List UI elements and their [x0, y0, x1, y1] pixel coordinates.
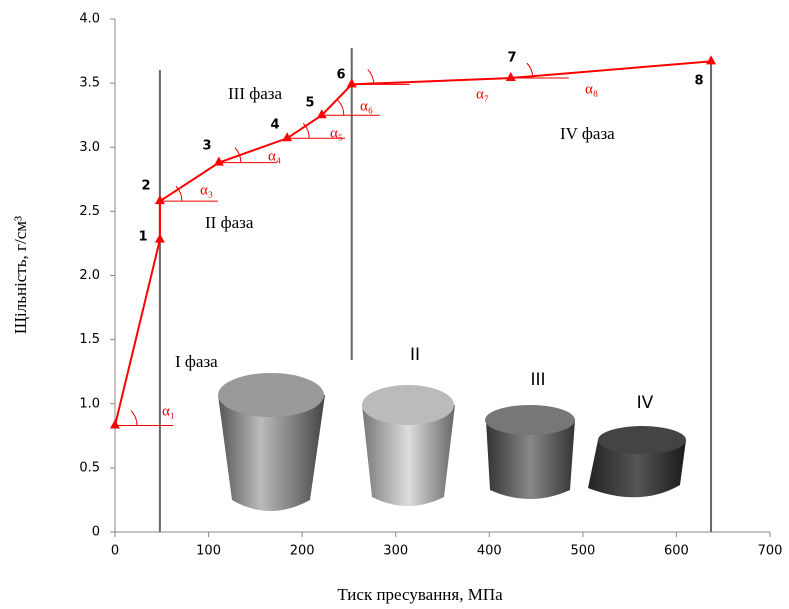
y-tick-label: 1.0	[79, 396, 100, 411]
y-tick-label: 4.0	[79, 12, 100, 27]
y-tick-label: 0	[92, 525, 100, 540]
data-point	[706, 55, 716, 64]
x-tick-label: 0	[111, 544, 119, 559]
phase-label: I фаза	[175, 352, 218, 371]
phase-label: II фаза	[205, 213, 254, 232]
point-label: 4	[270, 118, 279, 133]
phase-label: IV фаза	[560, 124, 615, 143]
angle-label: α₃	[200, 182, 213, 198]
angle-label: α₁	[162, 403, 175, 419]
x-tick-label: 600	[664, 544, 689, 559]
x-tick-label: 200	[290, 544, 315, 559]
x-tick-label: 700	[758, 544, 783, 559]
angle-arc	[338, 100, 344, 115]
x-tick-label: 300	[383, 544, 408, 559]
y-tick-label: 3.5	[79, 76, 100, 91]
pellet-photos	[218, 373, 686, 511]
data-point	[155, 234, 165, 243]
y-tick-label: 3.0	[79, 140, 100, 155]
data-point	[110, 420, 120, 429]
data-point	[506, 72, 516, 81]
x-tick-label: 500	[570, 544, 595, 559]
phase-label: III фаза	[228, 84, 283, 103]
x-axis-title: Тиск пресування, МПа	[337, 585, 503, 604]
point-label: 8	[694, 74, 703, 89]
point-label: 7	[507, 51, 516, 66]
point-label: 3	[202, 139, 211, 154]
y-tick-label: 1.5	[79, 332, 100, 347]
y-tick-label: 2.0	[79, 268, 100, 283]
data-point	[347, 78, 357, 87]
angle-label: α₅	[330, 125, 343, 141]
angle-label: α₈	[585, 81, 598, 97]
y-tick-label: 0.5	[79, 460, 100, 475]
photo-label: IV	[637, 393, 654, 413]
point-label: 5	[305, 96, 314, 111]
angle-arc	[131, 411, 137, 426]
point-label: 2	[141, 179, 150, 194]
y-axis-title: Щільність, г/см³	[11, 216, 30, 334]
x-tick-label: 100	[196, 544, 221, 559]
photo-label: III	[530, 370, 545, 390]
chart: Тиск пресування, МПа Щільність, г/см³ 00…	[0, 0, 789, 609]
angle-label: α₆	[360, 98, 373, 114]
angle-label: α₄	[268, 148, 281, 164]
point-label: 1	[138, 230, 147, 245]
data-line	[115, 61, 711, 425]
point-label: 6	[336, 68, 345, 83]
x-tick-label: 400	[477, 544, 502, 559]
y-tick-label: 2.5	[79, 204, 100, 219]
angle-arc	[368, 69, 374, 84]
angle-label: α₇	[476, 86, 489, 102]
photo-label: II	[410, 345, 420, 365]
